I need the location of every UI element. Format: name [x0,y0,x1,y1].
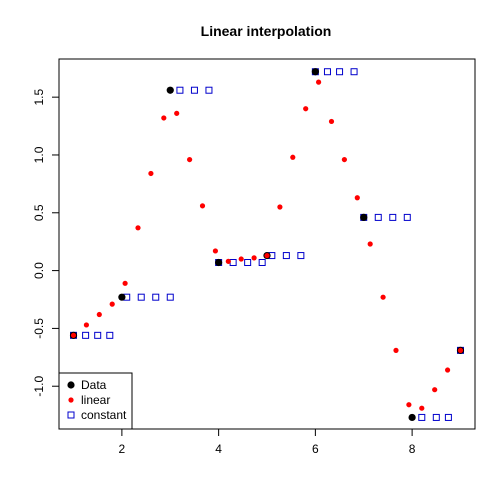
legend-label-data: Data [81,378,107,392]
point-constant [297,252,305,260]
point-linear [148,170,154,177]
point-constant [166,293,174,301]
legend-marker-data [67,381,75,389]
point-linear [238,256,244,262]
y-tick-label: 0.0 [32,262,46,279]
y-tick-label: -1.0 [32,376,46,397]
point-constant [374,213,382,221]
point-constant [444,413,452,421]
point-data [408,413,416,422]
point-constant [350,68,358,76]
legend-label-linear: linear [81,393,110,407]
series-data [69,68,465,422]
point-constant [432,413,440,421]
point-linear [315,79,322,85]
point-constant [94,331,102,339]
point-constant [389,213,397,221]
point-constant [323,68,331,76]
point-data [118,293,126,301]
point-constant [244,259,252,266]
point-linear [341,156,347,163]
series-constant [70,68,464,421]
point-constant [229,259,237,266]
x-tick-label: 2 [119,442,126,456]
legend-marker-linear [68,397,74,403]
point-linear [109,301,115,307]
point-linear [277,204,283,210]
point-linear [187,156,193,163]
point-constant [137,293,145,301]
point-linear [251,255,257,261]
point-linear [380,294,386,300]
series-linear [70,79,464,411]
point-linear [83,322,90,328]
point-linear [225,258,231,264]
point-linear [328,118,335,125]
y-tick-label: 0.5 [32,204,46,221]
point-constant [258,259,266,266]
legend-label-constant: constant [81,408,127,422]
series-layer [69,68,465,422]
point-linear [96,311,102,318]
x-tick-label: 8 [409,442,416,456]
x-axis: 2 4 6 8 [119,428,416,456]
x-tick-label: 6 [312,442,319,456]
point-linear [174,110,180,116]
point-linear [406,402,412,408]
point-constant [282,252,290,260]
point-linear [457,347,464,353]
point-linear [212,248,219,254]
point-constant [403,213,411,221]
y-tick-label: 1.0 [32,146,46,163]
point-linear [393,347,399,353]
point-linear [303,106,309,112]
point-linear [199,203,206,209]
point-constant [82,331,90,339]
point-linear [432,387,438,393]
point-constant [190,86,198,94]
point-constant [176,86,184,94]
point-linear [419,405,425,411]
y-tick-label: -0.5 [32,318,46,339]
point-linear [367,241,373,247]
point-data [360,213,368,222]
point-linear [290,154,296,160]
point-linear [264,252,270,259]
point-linear [70,332,77,338]
point-linear [135,225,141,231]
point-constant [418,413,426,421]
point-constant [106,331,114,339]
chart-title: Linear interpolation [201,23,332,39]
point-data [311,68,319,76]
point-constant [336,68,344,76]
point-linear [444,367,451,373]
point-linear [161,115,167,121]
y-axis: -1.0 -0.5 0.0 0.5 1.0 1.5 [32,88,60,397]
y-tick-label: 1.5 [32,88,46,105]
point-constant [152,293,160,301]
point-data [215,258,223,267]
point-constant [205,86,213,94]
legend-marker-constant [67,411,75,419]
point-linear [122,280,128,286]
x-tick-label: 4 [215,442,222,456]
point-linear [354,195,360,201]
point-data [166,86,174,94]
